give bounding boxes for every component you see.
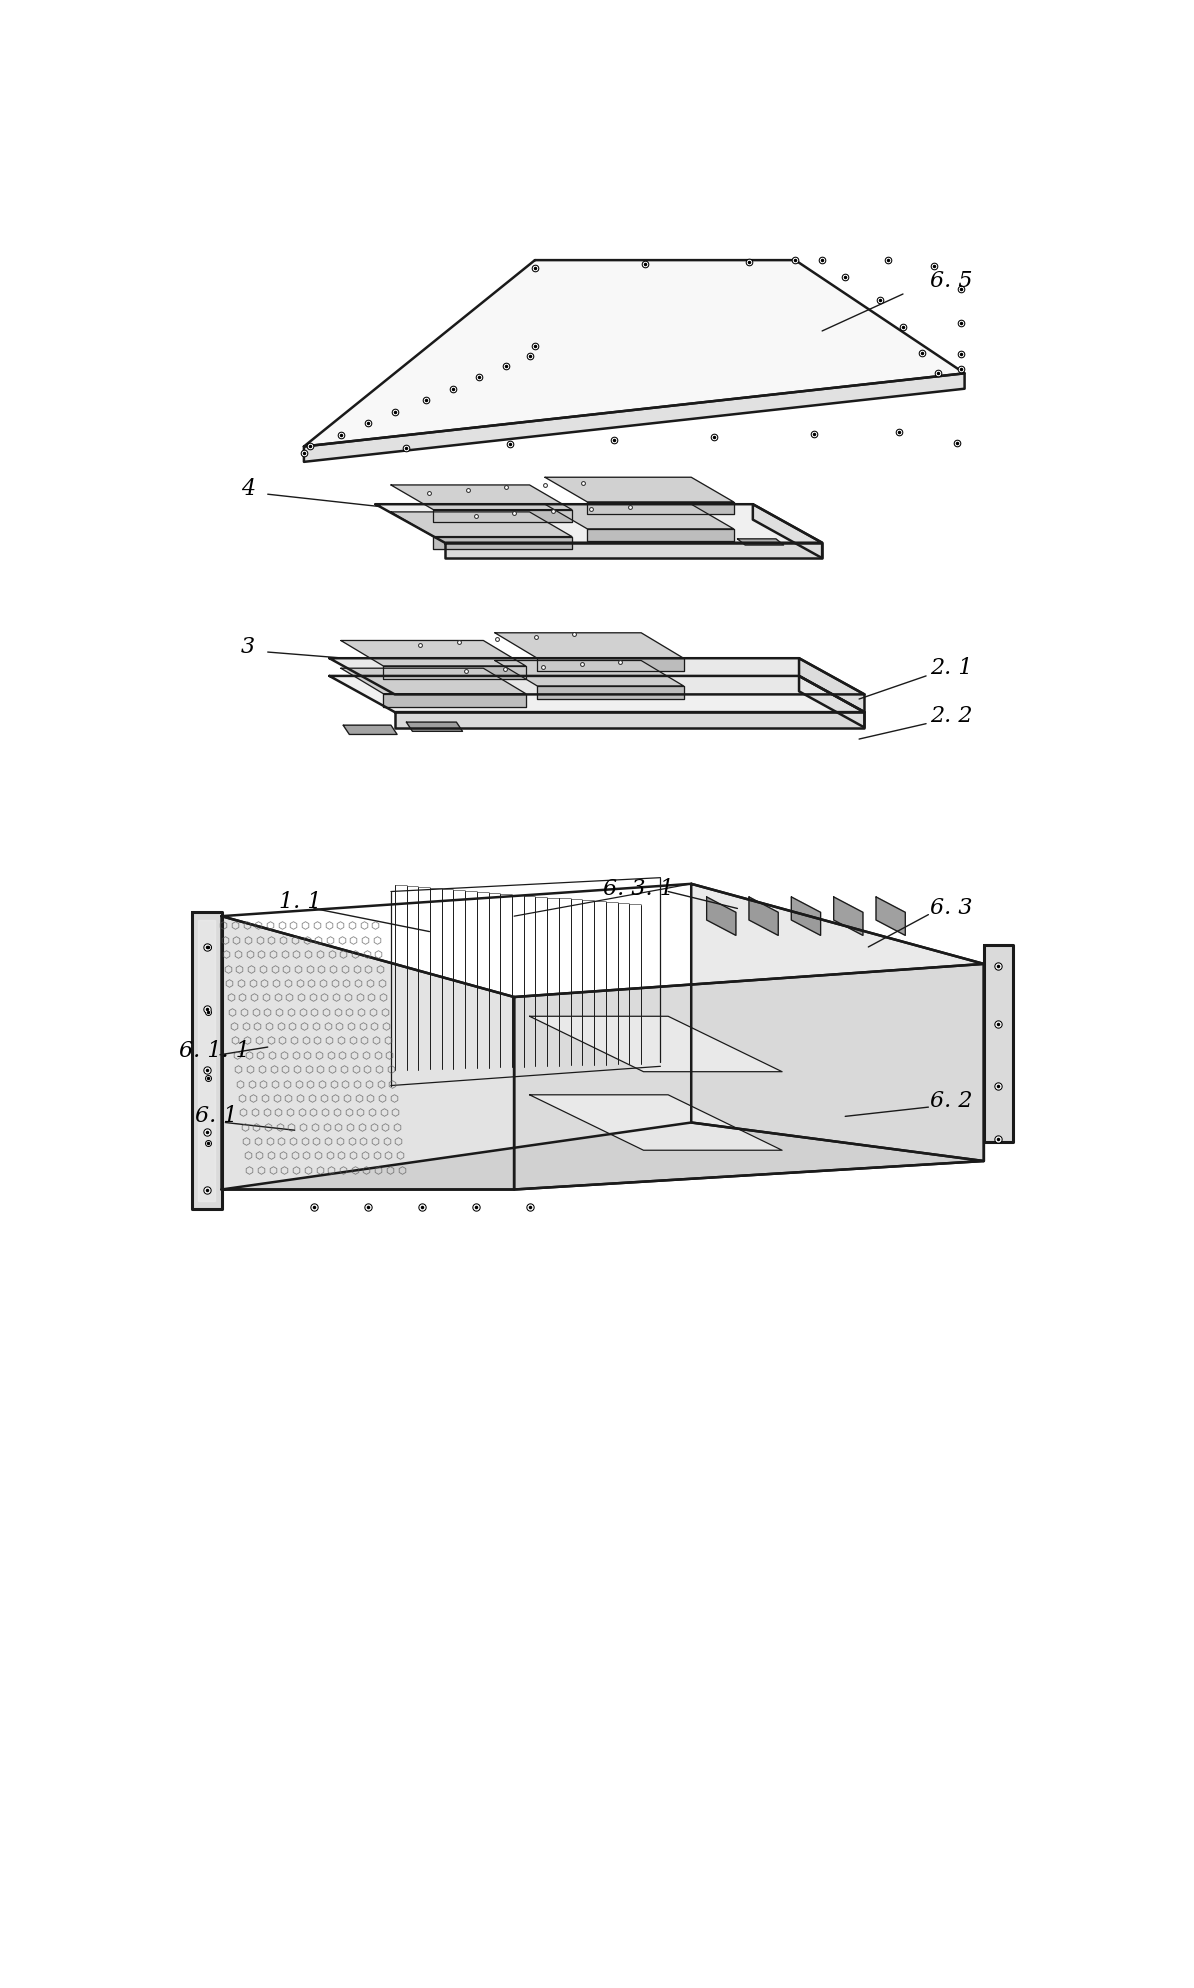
Polygon shape: [304, 260, 965, 447]
Polygon shape: [376, 505, 823, 543]
Polygon shape: [749, 897, 778, 936]
Polygon shape: [529, 1016, 782, 1072]
Polygon shape: [406, 722, 462, 732]
Polygon shape: [222, 916, 515, 1189]
Polygon shape: [494, 632, 683, 658]
Polygon shape: [799, 658, 864, 712]
Polygon shape: [383, 666, 525, 680]
Polygon shape: [587, 529, 733, 541]
Polygon shape: [304, 374, 965, 461]
Polygon shape: [753, 505, 823, 559]
Polygon shape: [433, 509, 572, 523]
Polygon shape: [340, 640, 525, 666]
Polygon shape: [544, 477, 733, 501]
Text: 2. 2: 2. 2: [930, 706, 972, 728]
Polygon shape: [691, 885, 984, 1161]
Polygon shape: [515, 964, 984, 1189]
Polygon shape: [330, 676, 864, 712]
Polygon shape: [544, 505, 733, 529]
Polygon shape: [494, 660, 683, 686]
Text: 4: 4: [241, 477, 254, 499]
Polygon shape: [395, 712, 864, 728]
Polygon shape: [383, 694, 525, 706]
Polygon shape: [876, 897, 905, 936]
Text: 2. 1: 2. 1: [930, 658, 972, 680]
Polygon shape: [340, 668, 525, 694]
Polygon shape: [833, 897, 863, 936]
Polygon shape: [529, 1095, 782, 1151]
Polygon shape: [330, 658, 864, 694]
Polygon shape: [984, 946, 1013, 1141]
Polygon shape: [537, 658, 683, 672]
Polygon shape: [799, 676, 864, 728]
Polygon shape: [537, 686, 683, 700]
Polygon shape: [433, 537, 572, 549]
Polygon shape: [222, 1123, 984, 1189]
Polygon shape: [390, 485, 572, 509]
Polygon shape: [445, 543, 823, 559]
Text: 6. 2: 6. 2: [930, 1089, 972, 1111]
Text: 6. 5: 6. 5: [930, 270, 972, 292]
Text: 6. 3: 6. 3: [930, 897, 972, 920]
Polygon shape: [192, 912, 222, 1209]
Polygon shape: [343, 726, 398, 734]
Text: 3: 3: [241, 636, 254, 658]
Text: 6. 1: 6. 1: [195, 1105, 238, 1127]
Polygon shape: [587, 501, 733, 515]
Polygon shape: [198, 920, 215, 1201]
Polygon shape: [707, 897, 736, 936]
Text: 6. 1. 1: 6. 1. 1: [179, 1040, 250, 1062]
Polygon shape: [390, 511, 572, 537]
Text: 1. 1: 1. 1: [279, 891, 322, 912]
Polygon shape: [738, 539, 783, 545]
Polygon shape: [792, 897, 820, 936]
Text: 6. 3. 1: 6. 3. 1: [603, 879, 673, 901]
